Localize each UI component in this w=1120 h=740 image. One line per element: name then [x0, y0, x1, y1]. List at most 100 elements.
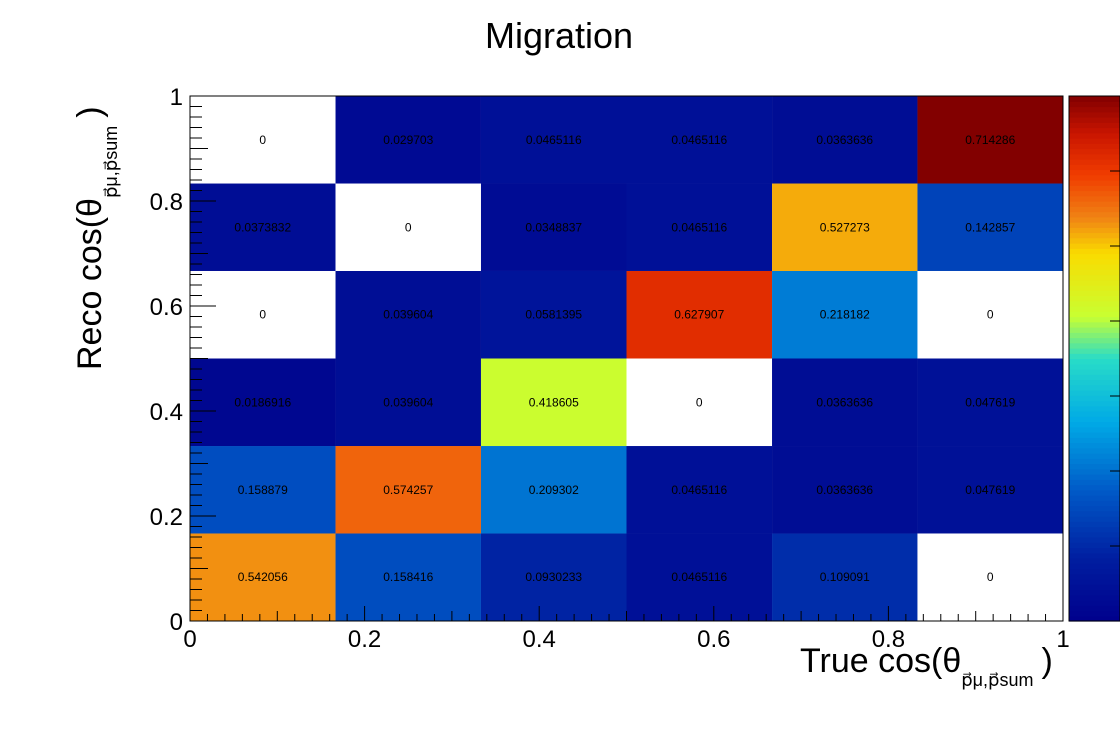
color-scale-segment	[1069, 258, 1120, 265]
heatmap-cell	[772, 358, 918, 447]
cell-value-label: 0.418605	[529, 395, 579, 409]
color-scale-segment	[1069, 342, 1120, 349]
heatmap-cell	[335, 358, 481, 447]
heatmap-cell	[772, 96, 918, 184]
heatmap-cell	[480, 270, 627, 359]
cell-value-label: 0.574257	[383, 483, 433, 497]
heatmap-cell	[190, 358, 336, 447]
cell-value-label: 0.0348837	[525, 220, 582, 234]
color-scale-segment	[1069, 96, 1120, 102]
color-scale-segment	[1069, 384, 1120, 391]
x-tick-label: 0.6	[697, 626, 730, 653]
cell-value-label: 0.0465116	[671, 133, 727, 147]
color-scale-segment	[1069, 101, 1120, 108]
cell-value-label: 0.039604	[383, 308, 433, 322]
color-scale-segment	[1069, 584, 1120, 591]
color-scale-segment	[1069, 285, 1120, 291]
x-axis-ticks: 0 0.2 0.4 0.6 0.8 1	[183, 606, 1070, 653]
color-scale-segment	[1069, 316, 1120, 323]
color-scale-segment	[1069, 600, 1120, 606]
heatmap-cell	[335, 533, 481, 621]
heatmap-cell	[480, 358, 627, 447]
y-tick-label: 0.8	[150, 189, 183, 216]
cell-value-label: 0	[696, 395, 703, 409]
color-scale-segment	[1069, 432, 1120, 438]
y-tick-label: 0.2	[150, 504, 183, 531]
color-scale-segment	[1069, 463, 1120, 470]
color-scale-segment	[1069, 411, 1120, 417]
color-scale-segment	[1069, 426, 1120, 433]
heatmap-cell	[626, 533, 773, 621]
color-scale-segment	[1069, 148, 1120, 155]
color-scale-segment	[1069, 484, 1120, 491]
cell-value-label: 0.0581395	[525, 308, 582, 322]
cell-value-label: 0.158879	[238, 483, 288, 497]
cell-value-label: 0	[987, 570, 994, 584]
color-scale-segment	[1069, 337, 1120, 344]
color-scale-segment	[1069, 248, 1120, 255]
color-scale-segment	[1069, 327, 1120, 333]
cell-value-label: 0.527273	[820, 220, 870, 234]
cell-value-label: 0.039604	[383, 395, 433, 409]
color-scale-segment	[1069, 269, 1120, 276]
color-scale-segment	[1069, 531, 1120, 538]
color-scale-segment	[1069, 358, 1120, 365]
heatmap-cell	[480, 96, 627, 184]
color-scale-bar	[1068, 95, 1120, 622]
cell-value-label: 0.142857	[965, 220, 1015, 234]
heatmap-cell	[190, 96, 336, 184]
color-scale-segment	[1069, 374, 1120, 381]
x-axis-label-close: )	[1041, 642, 1052, 680]
color-scale-segment	[1069, 573, 1120, 580]
cell-value-label: 0.109091	[820, 570, 870, 584]
cell-value-label: 0	[405, 220, 412, 234]
color-scale-segment	[1069, 122, 1120, 129]
cell-value-label: 0.714286	[965, 133, 1015, 147]
y-axis-label-main: Reco cos(θ	[71, 198, 109, 370]
heatmap-cell-labels: 0.542056 0.158416 0.0930233 0.0465116 0.1090…	[234, 133, 1015, 584]
cell-value-label: 0.0930233	[525, 570, 582, 584]
cell-value-label: 0.0465116	[671, 483, 727, 497]
color-scale-segment	[1069, 558, 1120, 564]
heatmap-cell	[480, 533, 627, 621]
y-axis-label: Reco cos(θp⃗μ,p⃗sum)	[71, 106, 121, 370]
heatmap-cell	[335, 96, 481, 184]
color-scale-segment	[1069, 169, 1120, 176]
color-scale-segment	[1069, 605, 1120, 612]
color-scale-segment	[1069, 363, 1120, 370]
color-scale-segment	[1069, 537, 1120, 543]
cell-value-label: 0.0465116	[671, 220, 727, 234]
heatmap-cell	[335, 183, 481, 271]
color-scale-segment	[1069, 500, 1120, 507]
color-scale-segment	[1069, 143, 1120, 150]
heatmap-cell	[626, 183, 773, 271]
heatmap-cell	[626, 270, 773, 359]
cell-value-label: 0.0373832	[234, 220, 291, 234]
color-scale-segment	[1069, 400, 1120, 407]
color-scale-segment	[1069, 594, 1120, 601]
color-scale-segment	[1069, 505, 1120, 512]
heatmap-cell	[917, 358, 1063, 447]
color-scale-segment	[1069, 232, 1120, 239]
color-scale-segment	[1069, 474, 1120, 480]
heatmap-cell	[190, 533, 336, 621]
cell-value-label: 0.0363636	[816, 133, 873, 147]
color-scale-segment	[1069, 321, 1120, 328]
color-scale-segment	[1069, 348, 1120, 354]
heatmap-cell	[917, 96, 1063, 184]
y-tick-label: 1	[170, 84, 183, 111]
cell-value-label: 0.209302	[529, 483, 579, 497]
color-scale-segment	[1069, 479, 1120, 486]
svg-text:Reco cos(θp⃗μ,p⃗sum): Reco cos(θp⃗μ,p⃗sum)	[71, 106, 121, 370]
heatmap-cell	[626, 358, 773, 447]
color-scale-segment	[1069, 311, 1120, 318]
y-axis-label-close: )	[71, 106, 109, 117]
color-scale-segment	[1069, 180, 1120, 186]
x-tick-label: 1	[1056, 626, 1069, 653]
y-tick-label: 0	[170, 609, 183, 636]
y-tick-label: 0.6	[150, 294, 183, 321]
color-scale-segment	[1069, 390, 1120, 396]
color-scale-segment	[1069, 106, 1120, 113]
heatmap-cell	[772, 270, 918, 359]
